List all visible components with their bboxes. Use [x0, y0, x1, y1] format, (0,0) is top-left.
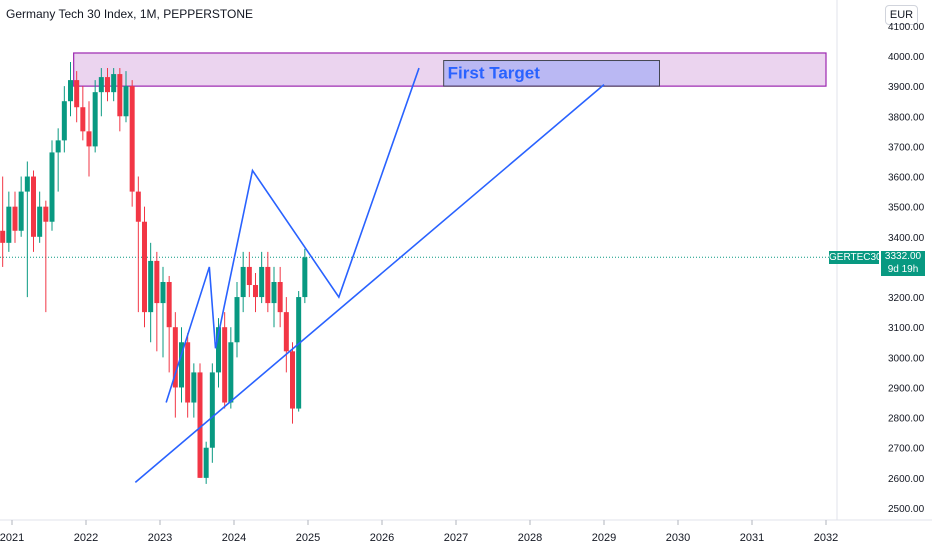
projection-path [165, 67, 420, 403]
candle-body [209, 372, 215, 448]
y-tick-label: 3600.00 [888, 173, 925, 184]
x-tick-label: 2022 [74, 532, 98, 544]
bar-countdown: 9d 19h [887, 263, 919, 275]
candle-body [12, 206, 18, 231]
candle-body [49, 152, 55, 222]
y-tick-label: 3400.00 [888, 233, 925, 244]
candle-body [234, 297, 240, 343]
candle-body [253, 285, 258, 298]
candle-body [31, 176, 36, 237]
candle-body [216, 327, 221, 373]
x-tick-label: 2027 [444, 532, 468, 544]
x-tick-label: 2021 [0, 532, 24, 544]
candle-body [80, 107, 86, 132]
y-tick-label: 2500.00 [888, 504, 925, 515]
candle-body [86, 131, 92, 147]
candle-body [61, 101, 67, 141]
candle-body [228, 342, 234, 403]
candle-body [302, 257, 308, 298]
x-tick-label: 2031 [740, 532, 764, 544]
candle-body [24, 176, 30, 192]
candle-body [55, 140, 61, 153]
candle-body [117, 74, 123, 117]
last-price-value: 3332.00 [884, 251, 922, 262]
candle-body [222, 327, 228, 403]
candle-body [135, 191, 141, 222]
candle-body [43, 206, 49, 222]
candle-body [191, 372, 197, 403]
chart-title: Germany Tech 30 Index, 1M, PEPPERSTONE [6, 7, 253, 21]
x-tick-label: 2026 [370, 532, 394, 544]
x-tick-label: 2030 [666, 532, 690, 544]
candle-body [185, 342, 191, 403]
y-tick-label: 3700.00 [888, 142, 925, 153]
candle-body [277, 282, 283, 313]
candle-body [259, 266, 265, 298]
y-tick-label: 3800.00 [888, 112, 925, 123]
y-tick-label: 2800.00 [888, 414, 925, 425]
candle-body [179, 342, 184, 388]
currency-button[interactable]: EUR [885, 5, 918, 25]
candle-body [265, 266, 271, 304]
candle-body [111, 74, 117, 93]
candle-body [148, 260, 154, 313]
target-zone [73, 52, 827, 87]
candle-body [142, 221, 147, 313]
last-price-tag: 3332.00 9d 19h [881, 251, 925, 276]
first-target-label: First Target [448, 64, 541, 83]
y-tick-label: 3100.00 [888, 323, 925, 334]
x-tick-label: 2028 [518, 532, 542, 544]
candle-body [6, 206, 12, 243]
y-tick-label: 3500.00 [888, 203, 925, 214]
y-tick-label: 3000.00 [888, 353, 925, 364]
candle-body [154, 260, 160, 304]
candle-body [74, 80, 80, 108]
candle-body [172, 327, 178, 388]
x-tick-label: 2025 [296, 532, 320, 544]
candle-body [160, 282, 166, 304]
candle-body [0, 230, 6, 243]
candle-body [296, 297, 302, 409]
candle-body [271, 282, 277, 304]
candle-body [92, 92, 98, 147]
candle-body [123, 86, 129, 117]
x-tick-label: 2023 [148, 532, 172, 544]
x-tick-label: 2024 [222, 532, 246, 544]
y-tick-label: 2900.00 [888, 383, 925, 394]
trend-line [134, 84, 605, 483]
y-tick-label: 4000.00 [888, 52, 925, 63]
candle-body [240, 266, 246, 298]
candle-body [203, 447, 209, 478]
y-tick-label: 3200.00 [888, 293, 925, 304]
candle-body [290, 351, 295, 409]
y-tick-label: 3900.00 [888, 82, 925, 93]
candle-body [283, 312, 289, 352]
first-target-box [443, 60, 660, 87]
y-tick-label: 2600.00 [888, 474, 925, 485]
candle-body [129, 86, 135, 192]
x-tick-label: 2029 [592, 532, 616, 544]
candle-body [166, 282, 172, 328]
candle-body [68, 80, 73, 102]
candle-body [246, 266, 252, 286]
candle-body [18, 191, 24, 231]
candle-body [105, 77, 110, 93]
x-tick-label: 2032 [814, 532, 838, 544]
y-tick-label: 4100.00 [888, 22, 925, 33]
symbol-price-tag: GERTEC30 [829, 251, 882, 264]
y-tick-label: 2700.00 [888, 444, 925, 455]
candle-body [37, 206, 43, 237]
candle-body [197, 372, 203, 478]
candle-body [98, 77, 104, 93]
